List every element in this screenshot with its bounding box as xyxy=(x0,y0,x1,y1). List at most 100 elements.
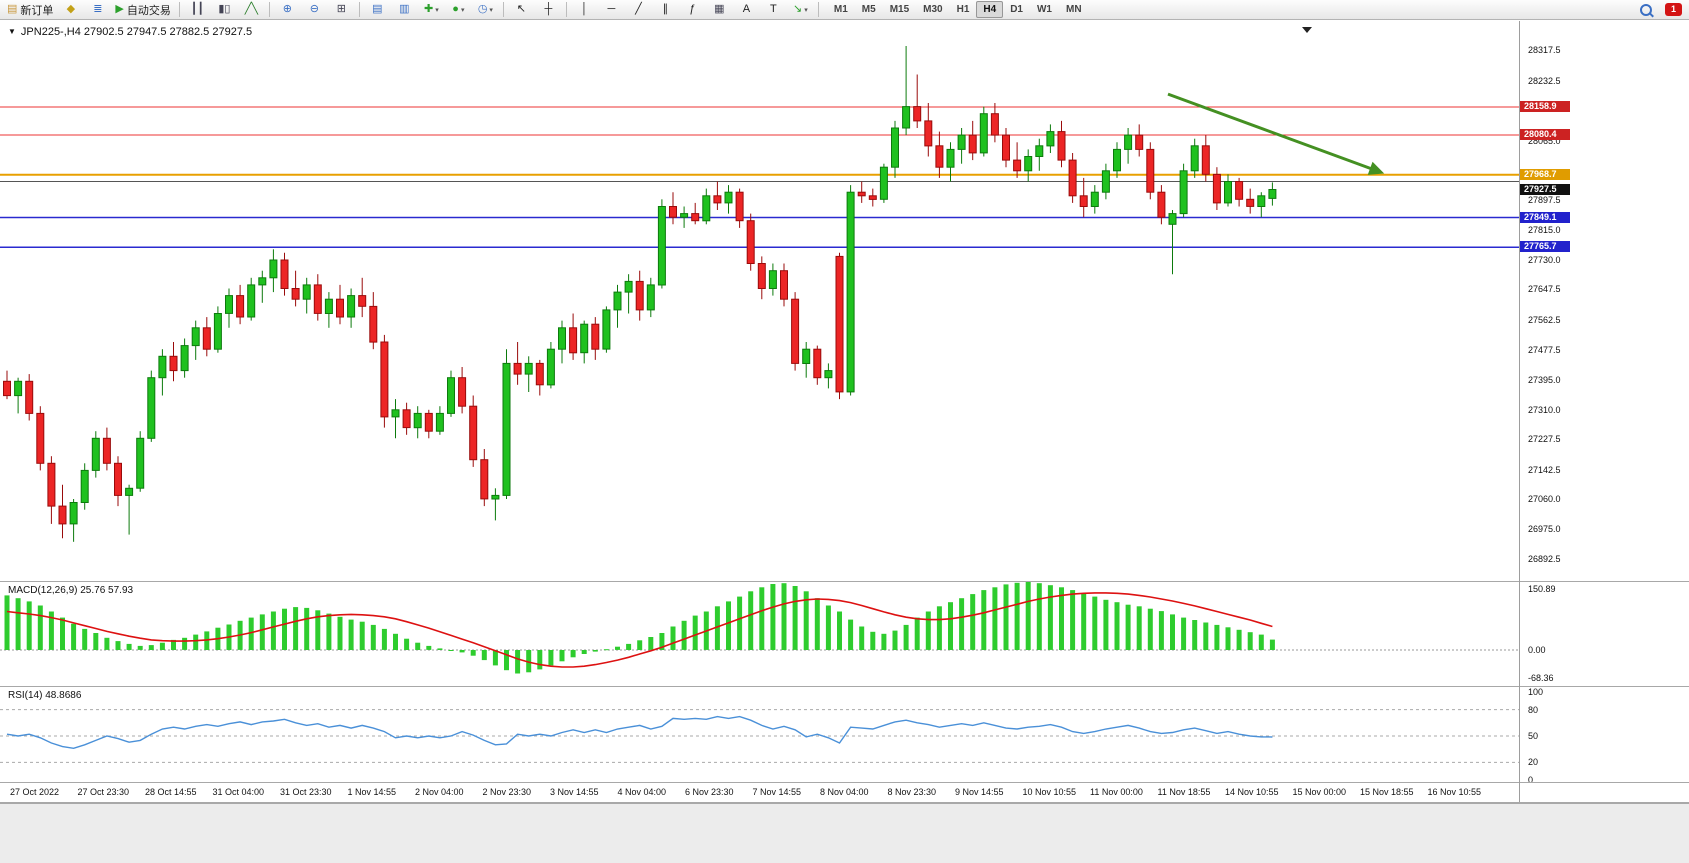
arrows-button[interactable]: ↘ ▾ xyxy=(787,0,814,19)
candle-body xyxy=(347,295,356,318)
shapes-button[interactable]: ▦ xyxy=(706,0,733,19)
crosshair-button[interactable]: ┼ xyxy=(535,0,562,19)
timeframe-w1[interactable]: W1 xyxy=(1036,4,1052,15)
text-label-button[interactable]: T xyxy=(760,0,787,19)
notification-badge[interactable]: 1 xyxy=(1665,3,1682,16)
macd-histogram-bar xyxy=(1114,602,1120,650)
macd-histogram-bar xyxy=(1225,627,1231,650)
market-watch-icon: ≣ xyxy=(93,3,103,15)
new-order-button-label: 新订单 xyxy=(20,4,54,17)
candle-body xyxy=(380,341,389,418)
macd-pane-separator[interactable] xyxy=(0,581,1689,582)
macd-histogram-bar xyxy=(1136,606,1142,650)
macd-histogram-bar xyxy=(315,610,321,650)
data-window-button[interactable]: ▤ xyxy=(364,0,391,19)
vertical-line-button[interactable]: │ xyxy=(571,0,598,19)
macd-histogram-bar xyxy=(137,645,143,650)
time-axis-label: 2 Nov 23:30 xyxy=(482,787,532,797)
line-chart-button[interactable]: ╱╲ xyxy=(238,0,265,19)
symbol-info-bar: ▼ JPN225-,H4 27902.5 27947.5 27882.5 279… xyxy=(8,26,252,38)
candle-body xyxy=(114,462,122,496)
time-axis-label: 11 Nov 00:00 xyxy=(1090,787,1143,797)
price-axis-label: 26975.0 xyxy=(1528,524,1561,535)
macd-histogram-bar xyxy=(470,650,476,656)
timeframe-m1[interactable]: M1 xyxy=(833,4,848,15)
navigator-button[interactable]: ▥ xyxy=(391,0,418,19)
candle-body xyxy=(158,355,167,379)
zoom-in-button[interactable]: ⊕ xyxy=(274,0,301,19)
main-toolbar: ▤ 新订单 ◆ ≣ ▶ 自动交易 ┃┃ ▮▯ ╱╲ ⊕ ⊖ ⊞ ▤ ▥ ✚ ▾ ● ▾ ◷ ▾ ↖ ┼ │ ─ ╱ ∥ ƒ ▦ A T ↘ ▾… xyxy=(0,0,1689,20)
time-axis-label: 11 Nov 18:55 xyxy=(1157,787,1211,797)
rsi-pane-separator[interactable] xyxy=(0,686,1689,687)
candlestick-chart-button[interactable]: ▮▯ xyxy=(211,0,238,19)
macd-histogram-bar xyxy=(981,590,987,650)
rsi-pane-canvas[interactable] xyxy=(0,687,1520,784)
macd-histogram-bar xyxy=(381,628,387,650)
candle-body xyxy=(1035,145,1044,158)
timeframe-m30[interactable]: M30 xyxy=(923,4,943,15)
macd-pane-canvas[interactable] xyxy=(0,582,1520,686)
candle-body xyxy=(757,263,766,289)
cursor-button[interactable]: ↖ xyxy=(508,0,535,19)
one-click-dropdown-icon[interactable]: ▼ xyxy=(8,27,16,36)
vertical-line-icon: │ xyxy=(580,3,588,15)
rsi-axis-label: 80 xyxy=(1528,704,1539,715)
macd-histogram-bar xyxy=(1192,620,1198,650)
zoom-out-button[interactable]: ⊖ xyxy=(301,0,328,19)
timeframe-d1[interactable]: D1 xyxy=(1010,4,1023,15)
macd-histogram-bar xyxy=(148,645,154,650)
macd-histogram-bar xyxy=(515,650,521,674)
price-axis-label: 27395.0 xyxy=(1528,374,1561,385)
text-icon: A xyxy=(742,3,751,15)
price-badge-27927.5: 27927.5 xyxy=(1520,183,1570,195)
search-button[interactable] xyxy=(1632,0,1659,19)
trend-arrow-line[interactable] xyxy=(1167,92,1373,171)
dropdown-arrow-icon: ▾ xyxy=(489,6,493,14)
timeframe-m5[interactable]: M5 xyxy=(861,4,876,15)
timeframe-m15[interactable]: M15 xyxy=(889,4,910,15)
bar-chart-button[interactable]: ┃┃ xyxy=(184,0,211,19)
macd-histogram-bar xyxy=(115,641,121,650)
trendline-button[interactable]: ╱ xyxy=(625,0,652,19)
autotrading-button[interactable]: ▶ 自动交易 xyxy=(111,0,174,19)
time-axis-label: 15 Nov 00:00 xyxy=(1292,787,1347,797)
time-axis[interactable]: 27 Oct 2022 27 Oct 23:30 28 Oct 14:55 31 Oc… xyxy=(0,783,1689,802)
time-axis-label: 8 Nov 23:30 xyxy=(887,787,937,797)
new-chart-button[interactable]: ✚ ▾ xyxy=(418,0,445,19)
chart-shift-marker-icon[interactable] xyxy=(1302,27,1312,33)
candle-body xyxy=(125,487,134,496)
timeframe-h1[interactable]: H1 xyxy=(956,4,970,15)
profiles-button[interactable]: ● ▾ xyxy=(445,0,472,19)
horizontal-line-button[interactable]: ─ xyxy=(598,0,625,19)
candle-body xyxy=(1135,134,1144,150)
time-axis-label: 7 Nov 14:55 xyxy=(752,787,802,797)
text-button[interactable]: A xyxy=(733,0,760,19)
period-button[interactable]: ◷ ▾ xyxy=(472,0,499,19)
macd-histogram-bar xyxy=(504,650,509,671)
timeframe-h4[interactable]: H4 xyxy=(976,1,1004,18)
macd-histogram-bar xyxy=(326,613,332,650)
metaeditor-button[interactable]: ◆ xyxy=(57,0,84,19)
candle-body xyxy=(524,362,533,375)
macd-histogram-bar xyxy=(37,605,43,650)
candle-body xyxy=(424,412,433,432)
fibonacci-button[interactable]: ƒ xyxy=(679,0,706,19)
candle-body xyxy=(968,134,977,154)
candle-body xyxy=(646,284,655,311)
channel-button[interactable]: ∥ xyxy=(652,0,679,19)
main-chart-canvas[interactable] xyxy=(0,21,1520,581)
macd-axis-label: 0.00 xyxy=(1528,645,1546,655)
timeframe-mn[interactable]: MN xyxy=(1065,4,1082,15)
price-axis[interactable]: 28317.5 28232.5 28065.0 27897.5 27815.0 27730… xyxy=(1520,21,1689,785)
candle-body xyxy=(1013,159,1022,172)
trendline-icon: ╱ xyxy=(635,3,642,15)
new-order-icon: ▤ xyxy=(7,3,18,15)
channel-icon: ∥ xyxy=(662,3,669,15)
tile-windows-button[interactable]: ⊞ xyxy=(328,0,355,19)
macd-histogram-bar xyxy=(1081,593,1087,650)
new-order-button[interactable]: ▤ 新订单 xyxy=(3,0,57,19)
macd-histogram-bar xyxy=(770,584,776,650)
macd-histogram-bar xyxy=(537,650,543,670)
candle-body xyxy=(169,355,178,372)
market-watch-button[interactable]: ≣ xyxy=(84,0,111,19)
